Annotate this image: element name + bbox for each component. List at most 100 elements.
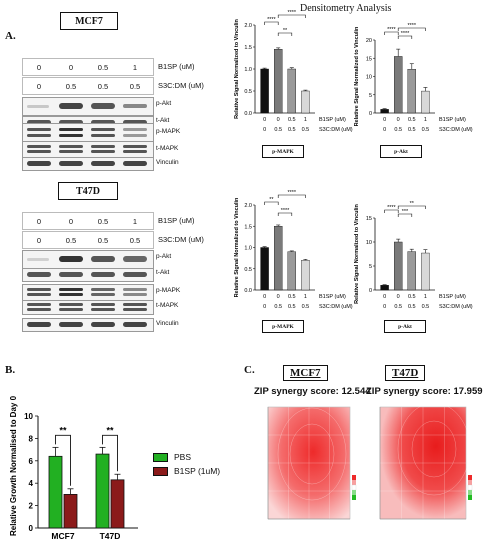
t47d-s3c-row: 0 0.5 0.5 0.5 <box>22 231 154 249</box>
y-axis-label: Relative Signal Normalized to Vinculin <box>234 197 240 297</box>
x-tick-s3c: 0.5 <box>274 127 282 133</box>
t47d-s3c-v1: 0.5 <box>65 235 77 245</box>
x-tick-b1sp: 0 <box>277 294 280 300</box>
significance-label: **** <box>408 23 417 29</box>
growth-bar <box>48 455 63 529</box>
mcf7-synergy-map <box>254 399 364 539</box>
chart-t47d-pmapk: 0.0 0.5 1.0 1.5 2.0 Relative Signal Normalize… <box>234 190 353 310</box>
significance-bracket <box>277 212 293 216</box>
y-tick-label: 0.5 <box>244 89 252 95</box>
significance-bracket <box>397 213 413 217</box>
y-tick-label: 1.5 <box>244 224 252 230</box>
significance-bracket <box>264 201 279 205</box>
bar <box>407 251 416 291</box>
bar <box>287 251 296 291</box>
legend-b1sp-label: B1SP (1uM) <box>174 466 221 476</box>
x-label-s3c: S3C:DM (uM) <box>439 304 473 310</box>
x-tick-b1sp: 1 <box>424 294 427 300</box>
y-axis-label: Relative Signal Normalized to Vinculin <box>354 26 360 126</box>
y-tick-label: 2.0 <box>244 203 252 209</box>
densitometry-charts: 0.0 0.5 1.0 1.5 2.0 Relative Signal Normalize… <box>234 10 473 310</box>
legend-b1sp-swatch <box>153 466 168 476</box>
panel-b-letter: B. <box>5 364 16 376</box>
y-tick-label: 1.0 <box>244 67 252 73</box>
growth-bar <box>95 453 110 529</box>
t47d-label-takt: t-Akt <box>156 269 170 276</box>
significance-label: ** <box>410 201 415 207</box>
y-axis-label: Relative Signal Normalized to Vinculin <box>234 18 240 118</box>
x-tick-b1sp: 0 <box>383 117 386 123</box>
x-tick-b1sp: 0 <box>397 294 400 300</box>
mcf7-label-pakt: p-Akt <box>156 100 172 107</box>
y-tick-label: 0.0 <box>244 288 252 294</box>
bar <box>394 241 403 291</box>
t47d-synergy-map <box>366 399 481 539</box>
mcf7-b1sp-v0: 0 <box>36 62 42 72</box>
t47d-b1sp-row: 0 0 0.5 1 <box>22 212 154 230</box>
x-label-s3c: S3C:DM (uM) <box>319 127 353 133</box>
x-tick-b1sp: 0.5 <box>288 117 296 123</box>
y-tick-label: 5 <box>369 264 372 270</box>
growth-bar <box>110 479 125 529</box>
x-label-b1sp: B1SP (uM) <box>319 117 346 123</box>
significance-bracket <box>277 194 306 198</box>
t47d-label-pakt: p-Akt <box>156 253 172 260</box>
bar <box>380 109 389 114</box>
x-tick-b1sp: 1 <box>304 294 307 300</box>
x-tick-s3c: 0 <box>383 304 386 310</box>
significance-bracket <box>397 205 426 209</box>
significance-label: **** <box>281 208 290 214</box>
t47d-b1sp-v3: 1 <box>132 216 138 226</box>
x-label-b1sp: B1SP (uM) <box>439 294 466 300</box>
significance-label: **** <box>267 17 276 23</box>
growth-significance-label: ** <box>106 425 114 435</box>
t47d-s3c-v0: 0 <box>36 235 42 245</box>
bar <box>394 56 403 114</box>
x-tick-s3c: 0.5 <box>288 127 296 133</box>
bar <box>274 226 283 291</box>
significance-bracket <box>384 209 399 213</box>
t47d-label-tmapk: t-MAPK <box>156 302 179 309</box>
mcf7-b1sp-label: B1SP (uM) <box>158 62 195 71</box>
mcf7-s3c-row: 0 0.5 0.5 0.5 <box>22 77 154 95</box>
mcf7-pmapk-caption: p-MAPK <box>262 145 304 158</box>
growth-significance-label: ** <box>59 425 67 435</box>
growth-legend: PBS B1SP (1uM) <box>153 452 220 476</box>
x-tick-b1sp: 0 <box>263 117 266 123</box>
growth-y-tick-label: 10 <box>24 412 33 421</box>
mcf7-label-pmapk: p-MAPK <box>156 128 181 135</box>
growth-y-tick-label: 4 <box>29 479 34 488</box>
bar <box>301 90 310 114</box>
bar <box>260 247 269 291</box>
mcf7-b1sp-row: 0 0 0.5 1 <box>22 58 154 76</box>
bar <box>301 260 310 291</box>
growth-chart: 0 2 4 6 8 10 Relative Growth Normalised to Day… <box>9 395 138 541</box>
x-tick-b1sp: 1 <box>424 117 427 123</box>
x-tick-s3c: 0.5 <box>422 304 430 310</box>
x-tick-b1sp: 0 <box>263 294 266 300</box>
mcf7-s3c-v1: 0.5 <box>65 81 77 91</box>
x-tick-s3c: 0.5 <box>394 304 402 310</box>
t47d-blot-vinculin <box>22 318 154 332</box>
x-tick-s3c: 0.5 <box>302 127 310 133</box>
t47d-label-pmapk: p-MAPK <box>156 287 181 294</box>
x-tick-s3c: 0 <box>263 127 266 133</box>
x-tick-s3c: 0 <box>383 127 386 133</box>
significance-label: **** <box>288 190 297 196</box>
x-tick-s3c: 0.5 <box>408 127 416 133</box>
y-tick-label: 2.0 <box>244 23 252 29</box>
significance-label: ** <box>283 28 288 34</box>
y-tick-label: 1.0 <box>244 246 252 252</box>
mcf7-s3c-v3: 0.5 <box>129 81 141 91</box>
significance-bracket <box>264 21 279 25</box>
y-tick-label: 0.5 <box>244 267 252 273</box>
t47d-s3c-label: S3C:DM (uM) <box>158 235 204 244</box>
mcf7-s3c-v2: 0.5 <box>97 81 109 91</box>
t47d-b1sp-label: B1SP (uM) <box>158 216 195 225</box>
chart-mcf7-pmapk: 0.0 0.5 1.0 1.5 2.0 Relative Signal Normalize… <box>234 10 353 133</box>
growth-x-tick-label: T47D <box>100 531 121 541</box>
x-tick-b1sp: 0.5 <box>288 294 296 300</box>
mcf7-b1sp-v2: 0.5 <box>97 62 109 72</box>
growth-y-tick-label: 2 <box>29 502 34 511</box>
